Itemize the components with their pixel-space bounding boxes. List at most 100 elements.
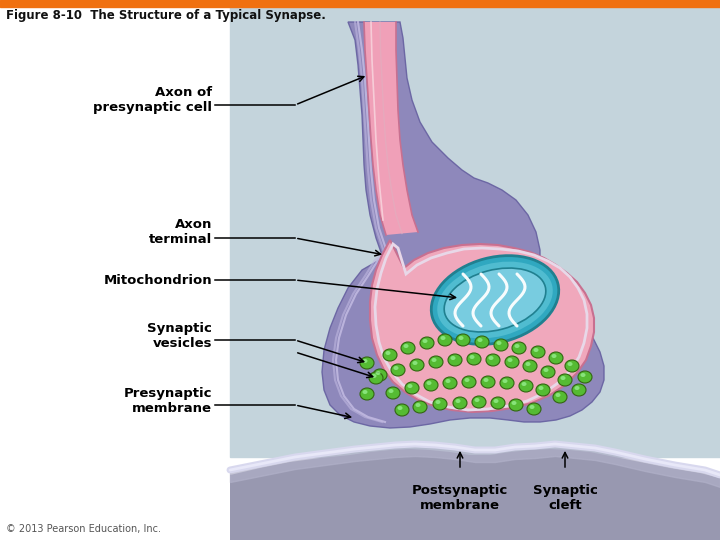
- Ellipse shape: [376, 371, 380, 375]
- Ellipse shape: [369, 372, 383, 384]
- Text: Axon of
presynaptic cell: Axon of presynaptic cell: [93, 86, 212, 114]
- Ellipse shape: [397, 406, 402, 410]
- Ellipse shape: [508, 358, 513, 362]
- Ellipse shape: [424, 379, 438, 391]
- Ellipse shape: [575, 386, 580, 390]
- Ellipse shape: [443, 377, 457, 389]
- Ellipse shape: [544, 368, 549, 372]
- Ellipse shape: [385, 351, 390, 355]
- Bar: [0, 0, 720, 7]
- Ellipse shape: [505, 356, 519, 368]
- Ellipse shape: [456, 399, 461, 403]
- Ellipse shape: [472, 396, 486, 408]
- Ellipse shape: [503, 379, 508, 383]
- Ellipse shape: [539, 386, 544, 390]
- Ellipse shape: [403, 344, 408, 348]
- Ellipse shape: [469, 355, 474, 359]
- Ellipse shape: [431, 358, 436, 362]
- Ellipse shape: [536, 384, 550, 396]
- Bar: [230, 7, 720, 457]
- Ellipse shape: [360, 357, 374, 369]
- Ellipse shape: [441, 336, 446, 340]
- Ellipse shape: [462, 376, 476, 388]
- Ellipse shape: [415, 403, 420, 407]
- Ellipse shape: [444, 268, 546, 332]
- Text: Synaptic
vesicles: Synaptic vesicles: [147, 322, 212, 350]
- Ellipse shape: [456, 334, 470, 346]
- Ellipse shape: [446, 379, 451, 383]
- Text: © 2013 Pearson Education, Inc.: © 2013 Pearson Education, Inc.: [6, 524, 161, 534]
- Ellipse shape: [567, 362, 572, 366]
- Ellipse shape: [448, 354, 462, 366]
- Ellipse shape: [451, 356, 456, 360]
- Ellipse shape: [521, 382, 526, 386]
- Ellipse shape: [459, 336, 464, 340]
- Ellipse shape: [553, 391, 567, 403]
- Ellipse shape: [519, 380, 533, 392]
- Ellipse shape: [515, 344, 520, 348]
- Ellipse shape: [549, 352, 563, 364]
- Ellipse shape: [467, 353, 481, 365]
- Ellipse shape: [420, 337, 434, 349]
- Ellipse shape: [560, 376, 565, 380]
- Ellipse shape: [558, 374, 572, 386]
- Ellipse shape: [362, 390, 367, 394]
- Bar: [0, 7, 230, 522]
- Polygon shape: [364, 22, 418, 235]
- Ellipse shape: [395, 404, 409, 416]
- Ellipse shape: [580, 373, 585, 377]
- Ellipse shape: [526, 362, 531, 366]
- Ellipse shape: [552, 354, 557, 358]
- Ellipse shape: [391, 364, 405, 376]
- Ellipse shape: [494, 339, 508, 351]
- Ellipse shape: [491, 397, 505, 409]
- Ellipse shape: [511, 401, 516, 405]
- Ellipse shape: [426, 381, 431, 385]
- Text: Postsynaptic
membrane: Postsynaptic membrane: [412, 484, 508, 512]
- Ellipse shape: [486, 354, 500, 366]
- Ellipse shape: [410, 359, 424, 371]
- Ellipse shape: [529, 405, 534, 409]
- Ellipse shape: [423, 339, 428, 343]
- Ellipse shape: [493, 399, 498, 403]
- Ellipse shape: [438, 334, 452, 346]
- Ellipse shape: [488, 356, 493, 360]
- Ellipse shape: [527, 403, 541, 415]
- Text: Synaptic
cleft: Synaptic cleft: [533, 484, 598, 512]
- Ellipse shape: [474, 398, 480, 402]
- Ellipse shape: [565, 360, 579, 372]
- Ellipse shape: [500, 377, 514, 389]
- Ellipse shape: [475, 336, 489, 348]
- Ellipse shape: [484, 378, 488, 382]
- Ellipse shape: [372, 374, 377, 378]
- Ellipse shape: [523, 360, 537, 372]
- Ellipse shape: [362, 359, 367, 363]
- Text: Axon
terminal: Axon terminal: [149, 218, 212, 246]
- Ellipse shape: [437, 261, 553, 339]
- Ellipse shape: [481, 376, 495, 388]
- Polygon shape: [322, 22, 604, 428]
- Ellipse shape: [464, 378, 469, 382]
- Text: Mitochondrion: Mitochondrion: [104, 273, 212, 287]
- Ellipse shape: [383, 349, 397, 361]
- Ellipse shape: [401, 342, 415, 354]
- Ellipse shape: [477, 338, 482, 342]
- Ellipse shape: [436, 400, 441, 404]
- Ellipse shape: [373, 369, 387, 381]
- Ellipse shape: [453, 397, 467, 409]
- Ellipse shape: [389, 389, 394, 393]
- Ellipse shape: [578, 371, 592, 383]
- Ellipse shape: [531, 346, 545, 358]
- Polygon shape: [230, 449, 720, 540]
- Ellipse shape: [394, 366, 398, 370]
- Ellipse shape: [429, 356, 443, 368]
- Ellipse shape: [433, 398, 447, 410]
- Ellipse shape: [405, 382, 419, 394]
- Ellipse shape: [534, 348, 539, 352]
- Ellipse shape: [509, 399, 523, 411]
- Ellipse shape: [413, 401, 427, 413]
- Polygon shape: [370, 240, 594, 412]
- Ellipse shape: [556, 393, 560, 397]
- Ellipse shape: [408, 384, 413, 388]
- Ellipse shape: [572, 384, 586, 396]
